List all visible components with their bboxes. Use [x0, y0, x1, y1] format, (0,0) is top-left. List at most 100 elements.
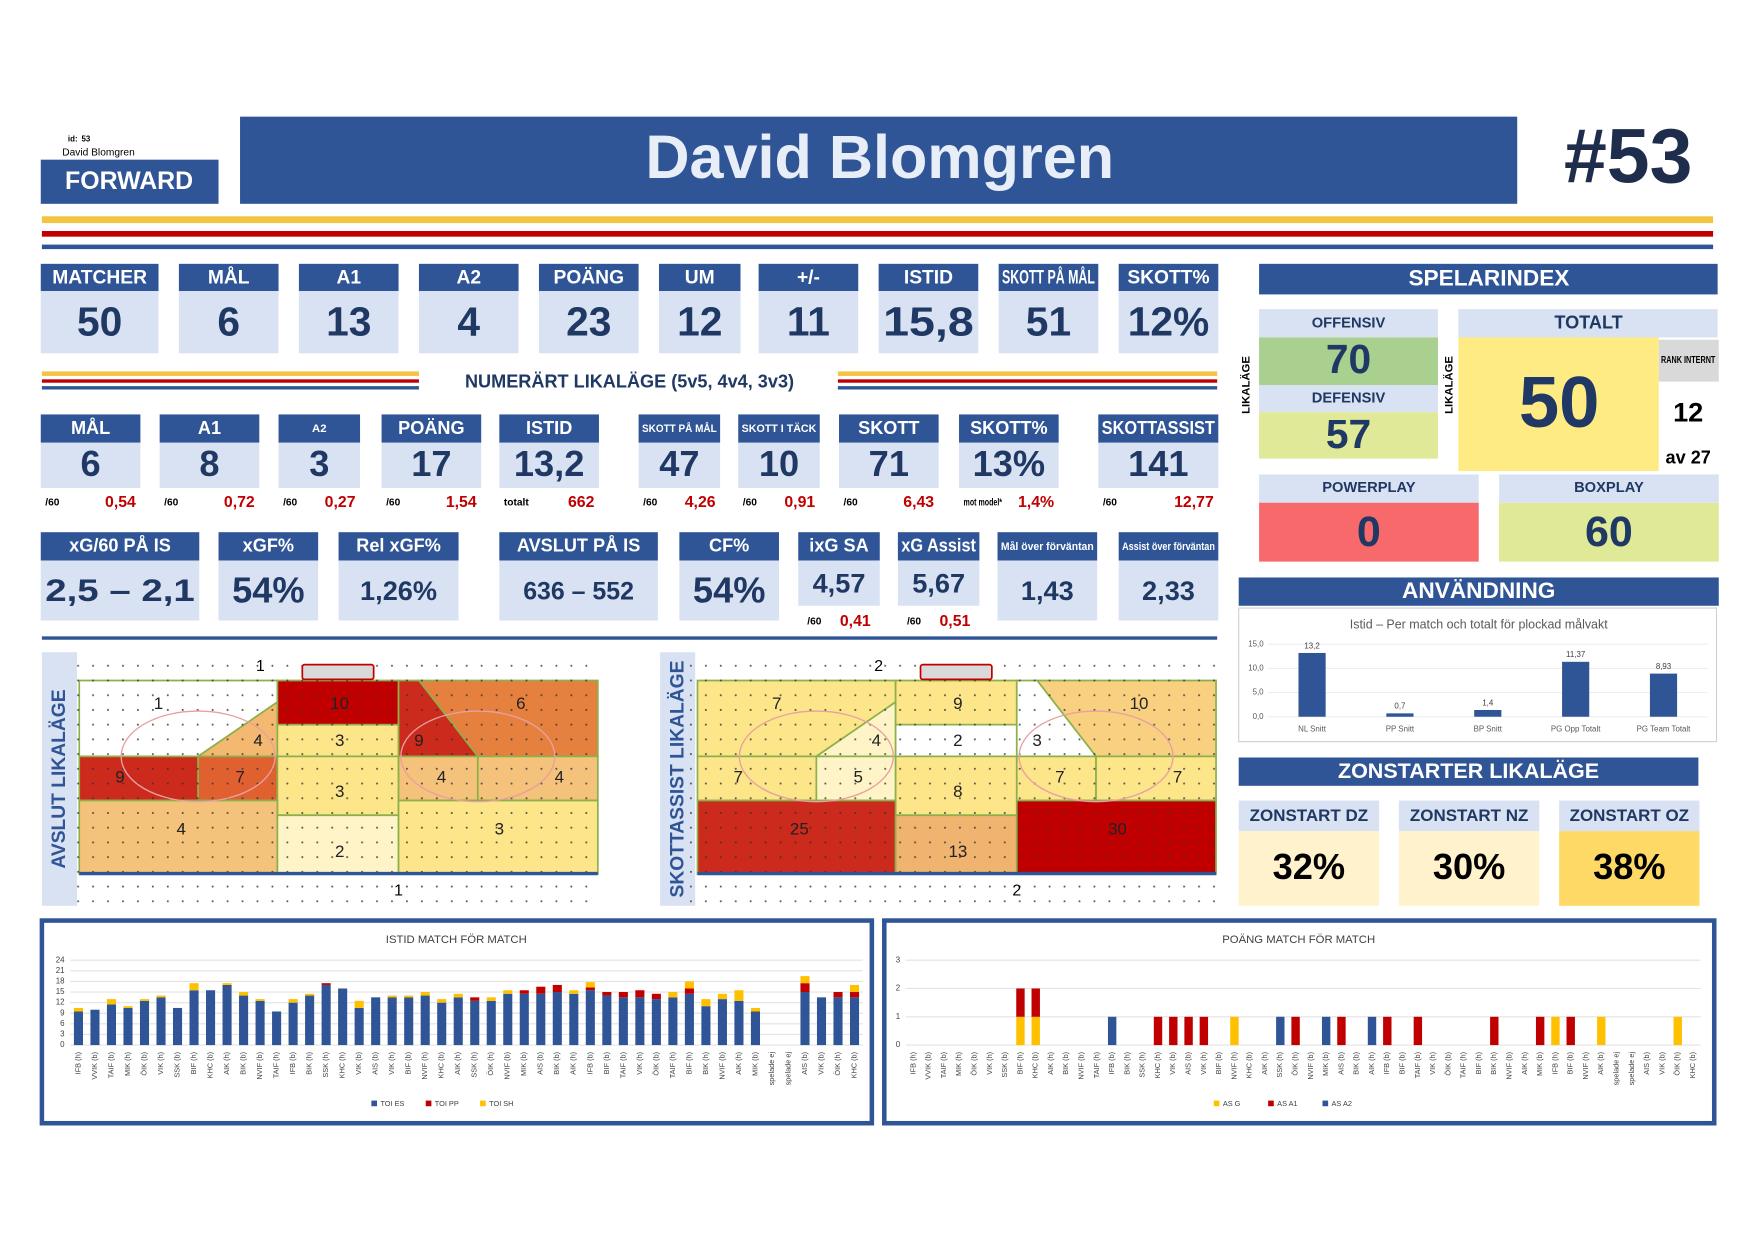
bar-segment: [1551, 1016, 1560, 1046]
bar-segment: [288, 999, 298, 1003]
bar-segment: [90, 1009, 100, 1046]
stat-box: [218, 560, 319, 621]
x-tick-label: SSK (h): [1275, 1052, 1284, 1078]
chart-title: ISTID MATCH FÖR MATCH: [386, 934, 527, 946]
stat-value: 12: [677, 299, 722, 345]
x-tick-label: NVIF (b): [717, 1052, 726, 1080]
chart-title: Istid – Per match och totalt för plockad…: [1350, 617, 1608, 631]
stat-header: [278, 414, 361, 443]
x-tick-label: PG Opp Totalt: [1551, 724, 1601, 733]
bar-segment: [222, 984, 232, 1046]
bar-segment: [833, 997, 843, 1046]
zone-value: 5: [854, 767, 863, 786]
index-header: [1499, 474, 1719, 503]
x-tick-label: AIK (h): [1520, 1052, 1529, 1075]
bar-segment: [73, 1011, 83, 1046]
bar-segment: [750, 1007, 760, 1012]
bar-segment: [1016, 1016, 1025, 1046]
value-label: 1,4: [1482, 698, 1494, 707]
zone-value: 7: [1173, 767, 1182, 786]
stat-box: [798, 560, 880, 606]
faceoff-circle: [738, 710, 895, 803]
stat-sub-label: totalt: [504, 497, 530, 508]
bar-segment: [106, 1004, 117, 1046]
stat-box: [1098, 442, 1219, 489]
x-tick-label: ÖIK (b): [970, 1052, 979, 1076]
stat-value: 8: [199, 443, 219, 484]
stat-sub-label: /60: [164, 497, 178, 508]
x-tick-label: MIK (b): [1535, 1052, 1544, 1076]
bar-segment: [123, 1007, 133, 1046]
x-tick-label: PP Snitt: [1386, 724, 1415, 733]
bar-segment: [800, 983, 810, 993]
stat-header: [679, 532, 779, 561]
x-tick-label: AIS (b): [800, 1052, 809, 1075]
bar-segment: [668, 992, 678, 998]
bar-segment: [816, 997, 827, 1046]
x-tick-label: MIK (h): [954, 1052, 963, 1076]
bar-segment: [651, 993, 661, 1000]
stat-sub-value: 0,91: [784, 494, 815, 511]
x-tick-label: AIK (h): [1260, 1052, 1269, 1075]
bar-segment: [1031, 1016, 1040, 1046]
position: FORWARD: [65, 167, 193, 195]
x-tick-label: AIK (h): [222, 1052, 231, 1075]
bar-segment: [189, 990, 199, 1046]
index-header: [1259, 474, 1479, 503]
stat-sub-value: 0,51: [940, 613, 971, 630]
bar-segment: [404, 995, 414, 998]
zone-value: 1: [154, 694, 163, 713]
index-box: [1458, 337, 1659, 472]
x-tick-label: TAIF (h): [668, 1052, 677, 1078]
stat-value: 1,43: [1021, 575, 1074, 606]
bar-segment: [536, 993, 546, 1046]
bar-segment: [833, 992, 843, 998]
x-tick-label: VIK (b): [1657, 1052, 1666, 1075]
stat-value: 50: [77, 299, 122, 345]
stat-label: Assist över förväntan: [1122, 541, 1215, 553]
zone-value: 4: [437, 767, 446, 786]
stat-value: 5,67: [912, 568, 965, 599]
x-tick-label: NVIF (b): [1077, 1052, 1086, 1080]
stat-value: 636 – 552: [523, 577, 634, 605]
x-tick-label: AIS (b): [1336, 1052, 1345, 1075]
bar-segment: [635, 990, 645, 998]
bar-segment: [1230, 1016, 1239, 1046]
zone-header: [1398, 800, 1540, 832]
index-box: [1259, 412, 1438, 459]
bar-segment: [139, 999, 150, 1001]
x-tick-label: IFB (b): [585, 1052, 594, 1074]
zone-value: 10: [330, 694, 349, 713]
stat-value: 6: [217, 299, 240, 345]
index-label: TOTALT: [1554, 313, 1622, 333]
zone-value: 3: [1032, 731, 1041, 750]
side-label: LIKALÄGE: [1240, 356, 1253, 414]
stat-value: 4,57: [813, 568, 866, 599]
rank-value: 12: [1673, 397, 1703, 428]
x-tick-label: MIK (b): [519, 1052, 528, 1076]
x-tick-label: TAIF (b): [1413, 1052, 1422, 1078]
zone-value: 4: [253, 731, 262, 750]
goal-net: [301, 663, 375, 681]
x-tick-label: BIF (h): [189, 1052, 198, 1074]
stat-box: [1118, 291, 1219, 354]
stat-header: [897, 532, 980, 561]
bar-segment: [585, 987, 595, 991]
stat-sub-value: 662: [568, 494, 595, 511]
rink-top-label: 1: [256, 658, 265, 675]
stat-label: xG Assist: [901, 536, 976, 556]
stat-box: [959, 442, 1059, 489]
bar-segment: [734, 990, 744, 1001]
x-tick-label: SSK (h): [470, 1052, 479, 1078]
x-tick-label: AIK (h): [1046, 1052, 1055, 1075]
bar-segment: [106, 999, 117, 1005]
stat-box: [658, 291, 741, 354]
x-tick-label: AIK (h): [569, 1052, 578, 1075]
stat-sub-label: /60: [907, 616, 921, 627]
rink-top-label: 2: [874, 658, 883, 675]
rink-dots: [65, 655, 598, 903]
stat-value: 1,26%: [360, 575, 437, 606]
separator: [41, 636, 1218, 640]
bar: [1649, 673, 1678, 717]
